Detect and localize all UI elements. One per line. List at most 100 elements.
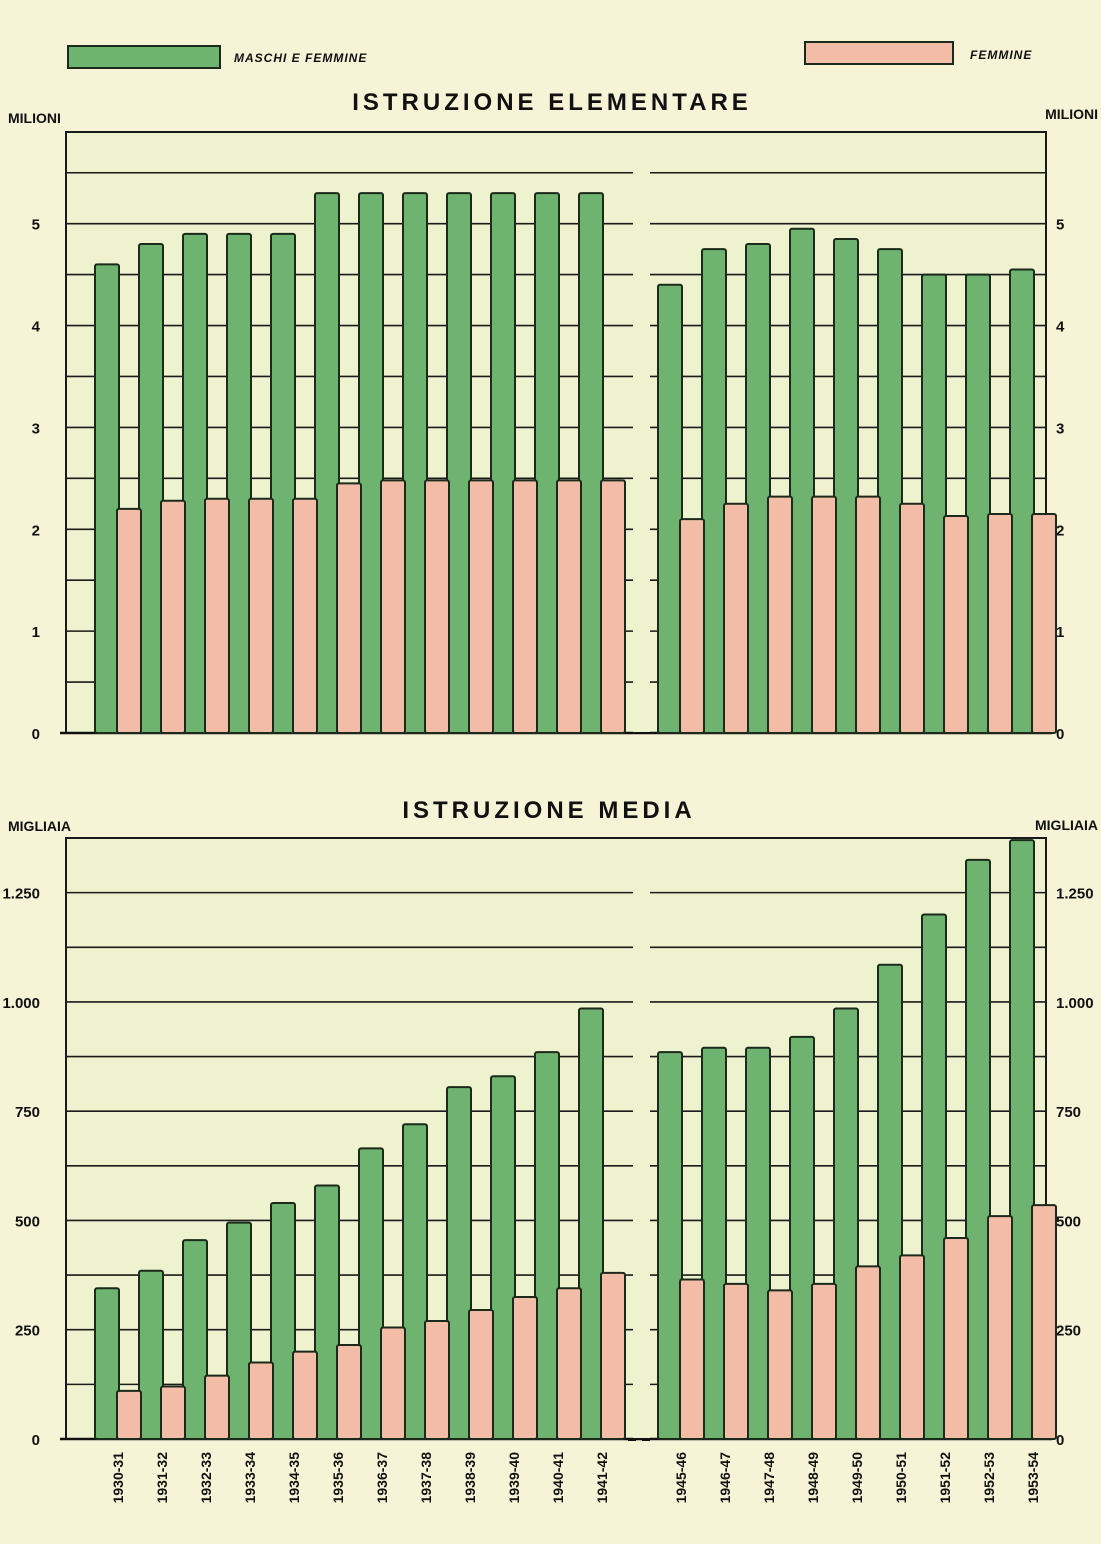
bar-female-1951-52	[943, 1236, 969, 1441]
y-tick-label-right: 750	[1056, 1104, 1081, 1121]
bar-female-1938-39	[468, 479, 494, 735]
y-tick-label-left: 4	[32, 319, 41, 336]
category-label: 1941-42	[594, 1452, 610, 1504]
bar-all-1953-54	[1009, 268, 1035, 734]
bar-all-1935-36	[314, 1184, 340, 1441]
bar-female-1938-39	[468, 1309, 494, 1441]
bar-female-1932-33	[204, 497, 230, 734]
bar-female-1953-54	[1031, 512, 1057, 734]
bar-female-1947-48	[767, 495, 793, 735]
bar-all-1950-51	[877, 963, 903, 1440]
category-label: 1931-32	[154, 1452, 170, 1504]
bar-female-1940-41	[556, 479, 582, 735]
legend-swatch-all	[67, 45, 221, 69]
bar-female-1930-31	[116, 1389, 142, 1441]
bar-all-1945-46	[657, 283, 683, 734]
bar-all-1950-51	[877, 248, 903, 734]
legend-swatch-female	[804, 41, 954, 65]
bar-all-1933-34	[226, 1221, 252, 1441]
y-tick-label-right: 250	[1056, 1323, 1081, 1340]
category-label: 1953-54	[1025, 1452, 1041, 1504]
y-tick-label-right: 0	[1056, 726, 1064, 743]
y-tick-label-left: 750	[15, 1104, 40, 1121]
secondary-plot: 0 0 250 250 500 500 750 750 1.000 1.000 1.250 1.250	[2, 837, 1094, 1449]
bar-female-1947-48	[767, 1289, 793, 1440]
bar-all-1939-40	[490, 192, 516, 734]
bar-female-1952-53	[987, 512, 1013, 734]
category-label: 1951-52	[937, 1452, 953, 1504]
category-label: 1949-50	[849, 1452, 865, 1504]
y-tick-label-right: 1.000	[1056, 995, 1094, 1012]
y-tick-label-right: 0	[1056, 1432, 1064, 1449]
bar-female-1945-46	[679, 518, 705, 734]
y-tick-label-left: 1.000	[2, 995, 40, 1012]
bar-all-1945-46	[657, 1051, 683, 1440]
y-tick-label-left: 3	[32, 420, 40, 437]
secondary-left-unit: MIGLIAIA	[8, 818, 71, 834]
bar-all-1949-50	[833, 237, 859, 734]
legend-label-all: MASCHI E FEMMINE	[234, 51, 367, 65]
bar-all-1946-47	[701, 248, 727, 734]
bar-female-1948-49	[811, 1282, 837, 1441]
bar-female-1949-50	[855, 495, 881, 735]
y-tick-label-right: 2	[1056, 522, 1064, 539]
bar-female-1940-41	[556, 1287, 582, 1440]
bar-female-1937-38	[424, 479, 450, 735]
bar-all-1933-34	[226, 232, 252, 734]
bar-all-1941-42	[578, 192, 604, 734]
bar-female-1951-52	[943, 515, 969, 734]
bar-all-1946-47	[701, 1046, 727, 1440]
bar-all-1937-38	[402, 1123, 428, 1440]
category-label: 1932-33	[198, 1452, 214, 1504]
category-label: 1950-51	[893, 1452, 909, 1504]
elementary-left-unit: MILIONI	[8, 110, 61, 126]
bar-female-1933-34	[248, 497, 274, 734]
category-label: 1936-37	[374, 1452, 390, 1504]
category-label: 1940-41	[550, 1452, 566, 1504]
bar-female-1950-51	[899, 1254, 925, 1441]
bar-female-1936-37	[380, 479, 406, 735]
bar-all-1931-32	[138, 1269, 164, 1440]
y-tick-label-left: 0	[32, 1432, 40, 1449]
gap-mask	[633, 133, 650, 732]
bar-female-1935-36	[336, 482, 362, 734]
category-label: 1947-48	[761, 1452, 777, 1504]
category-label: 1939-40	[506, 1452, 522, 1504]
bar-all-1938-39	[446, 192, 472, 734]
bar-all-1948-49	[789, 1035, 815, 1440]
y-tick-label-right: 1.250	[1056, 886, 1094, 903]
bar-female-1946-47	[723, 502, 749, 734]
category-label: 1952-53	[981, 1452, 997, 1504]
category-label: 1938-39	[462, 1452, 478, 1504]
category-label: 1933-34	[242, 1452, 258, 1504]
bar-all-1931-32	[138, 243, 164, 734]
bar-female-1936-37	[380, 1326, 406, 1441]
elementary-right-unit: MILIONI	[1045, 106, 1098, 122]
bar-all-1932-33	[182, 1239, 208, 1441]
legend-label-female: FEMMINE	[970, 48, 1032, 62]
bar-all-1951-52	[921, 273, 947, 734]
y-tick-label-left: 1	[32, 624, 40, 641]
bar-female-1933-34	[248, 1361, 274, 1440]
bar-all-1938-39	[446, 1086, 472, 1441]
y-tick-label-right: 1	[1056, 624, 1064, 641]
bar-female-1931-32	[160, 499, 186, 734]
y-tick-label-left: 2	[32, 522, 40, 539]
bar-female-1945-46	[679, 1278, 705, 1440]
bar-female-1934-35	[292, 1350, 318, 1440]
secondary-right-unit: MIGLIAIA	[1035, 817, 1098, 833]
gap-mask	[633, 839, 650, 1438]
secondary-title: ISTRUZIONE MEDIA	[402, 797, 695, 824]
bar-female-1941-42	[600, 479, 626, 735]
category-label: 1934-35	[286, 1452, 302, 1504]
bar-all-1930-31	[94, 263, 120, 734]
category-label: 1930-31	[110, 1452, 126, 1504]
bar-female-1941-42	[600, 1271, 626, 1440]
bar-all-1952-53	[965, 858, 991, 1440]
bar-all-1952-53	[965, 273, 991, 734]
legend: MASCHI E FEMMINE FEMMINE	[67, 41, 1032, 69]
y-tick-label-left: 5	[32, 217, 40, 234]
bar-all-1934-35	[270, 1201, 296, 1441]
